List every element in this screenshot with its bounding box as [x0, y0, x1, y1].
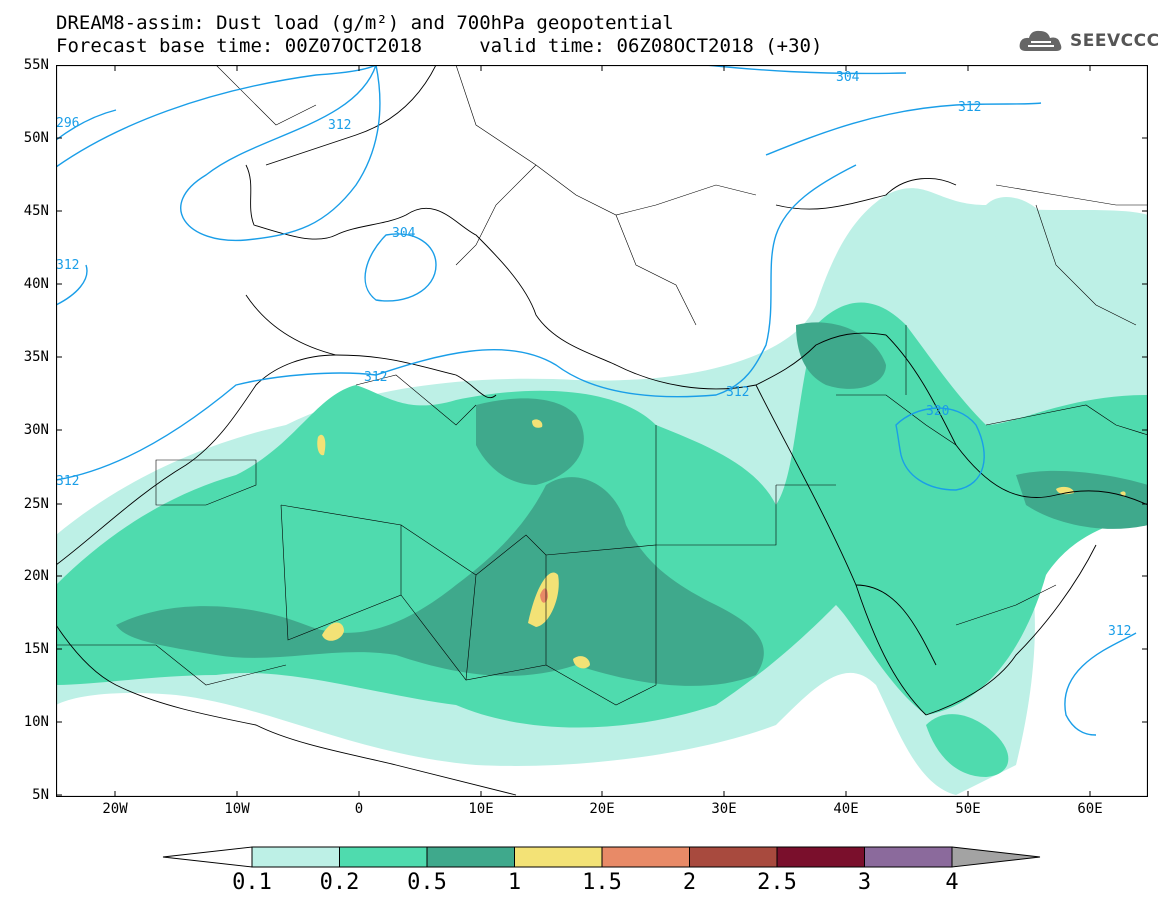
legend-swatch: [601, 846, 690, 868]
contour-label-304: 304: [392, 226, 416, 241]
lat-label-30n: 30N: [23, 422, 49, 438]
legend-swatch: [426, 846, 515, 868]
contour-label-312: 312: [726, 385, 749, 400]
lon-label-10e: 10E: [468, 801, 494, 817]
lat-label-45n: 45N: [23, 203, 49, 219]
dust-field-0-1-east: [986, 196, 1075, 315]
dust-field-1-algeria: [317, 434, 326, 456]
legend-tick-label: 1: [507, 870, 522, 895]
legend-swatch: [339, 846, 428, 868]
legend-tick-label: 0.5: [407, 870, 447, 895]
country-borders: [56, 65, 1148, 706]
lon-label-30e: 30E: [711, 801, 737, 817]
legend-triangle-high: [951, 846, 1041, 868]
dust-field-1-oman-east: [1120, 491, 1126, 497]
contour-label-312: 312: [364, 370, 387, 385]
lon-label-0: 0: [354, 801, 364, 817]
dust-field-0-5-algeria: [476, 398, 584, 485]
dust-field-1-mali: [322, 622, 344, 641]
dust-field-0-2-yemen: [926, 714, 1009, 777]
contour-label-312: 312: [56, 474, 79, 489]
legend-swatch: [776, 846, 865, 868]
lat-label-5n: 5N: [32, 787, 49, 803]
contour-label-304: 304: [836, 70, 860, 85]
dust-field-1-libya: [532, 419, 543, 428]
lon-label-40e: 40E: [833, 801, 859, 817]
lat-label-20n: 20N: [23, 568, 49, 584]
lon-label-20w: 20W: [102, 801, 128, 817]
legend-tick-label: 0.1: [232, 870, 272, 895]
contour-label-320: 320: [926, 404, 949, 419]
contour-label-312: 312: [56, 258, 79, 273]
dust-field-1-chad: [573, 656, 590, 669]
lat-label-55n: 55N: [23, 57, 49, 73]
legend-tick-label: 2: [682, 870, 697, 895]
legend-swatch: [251, 846, 340, 868]
legend-swatch: [864, 846, 953, 868]
lat-label-35n: 35N: [23, 349, 49, 365]
lon-label-20e: 20E: [589, 801, 615, 817]
legend-tick-label: 2.5: [757, 870, 797, 895]
cloud-icon: [1019, 30, 1062, 51]
contour-label-312: 312: [1108, 624, 1131, 639]
lon-label-60e: 60E: [1077, 801, 1103, 817]
legend-triangle-low: [162, 846, 253, 868]
dust-field-0-5-gulf: [1016, 470, 1148, 529]
legend-tick-label: 1.5: [582, 870, 622, 895]
dust-load-map: 296 304 312 304 312 312 312 312 320 312 …: [56, 65, 1148, 797]
lat-label-10n: 10N: [23, 714, 49, 730]
lat-label-50n: 50N: [23, 130, 49, 146]
lat-label-25n: 25N: [23, 496, 49, 512]
map-title-line-1: DREAM8-assim: Dust load (g/m²) and 700hP…: [56, 12, 674, 34]
logo-text: SEEVCCC: [1070, 31, 1160, 51]
legend-tick-label: 3: [857, 870, 872, 895]
contour-label-296: 296: [56, 116, 79, 131]
seevccc-logo: SEEVCCC: [1018, 26, 1160, 56]
legend-swatch: [689, 846, 778, 868]
legend-swatch: [514, 846, 603, 868]
lat-label-40n: 40N: [23, 276, 49, 292]
lat-label-15n: 15N: [23, 641, 49, 657]
contour-label-312: 312: [328, 118, 351, 133]
contour-label-312: 312: [958, 100, 981, 115]
lon-label-10w: 10W: [224, 801, 250, 817]
geopotential-contours: [56, 65, 1137, 736]
dust-field-0-5-iraq: [796, 322, 886, 389]
legend-tick-label: 4: [945, 870, 959, 895]
map-title-line-2: Forecast base time: 00Z07OCT2018 valid t…: [56, 35, 823, 57]
lon-label-50e: 50E: [955, 801, 981, 817]
dust-field-0-5-sahara: [116, 477, 764, 686]
legend-tick-label: 0.2: [319, 870, 360, 895]
coastlines: [56, 65, 1148, 796]
